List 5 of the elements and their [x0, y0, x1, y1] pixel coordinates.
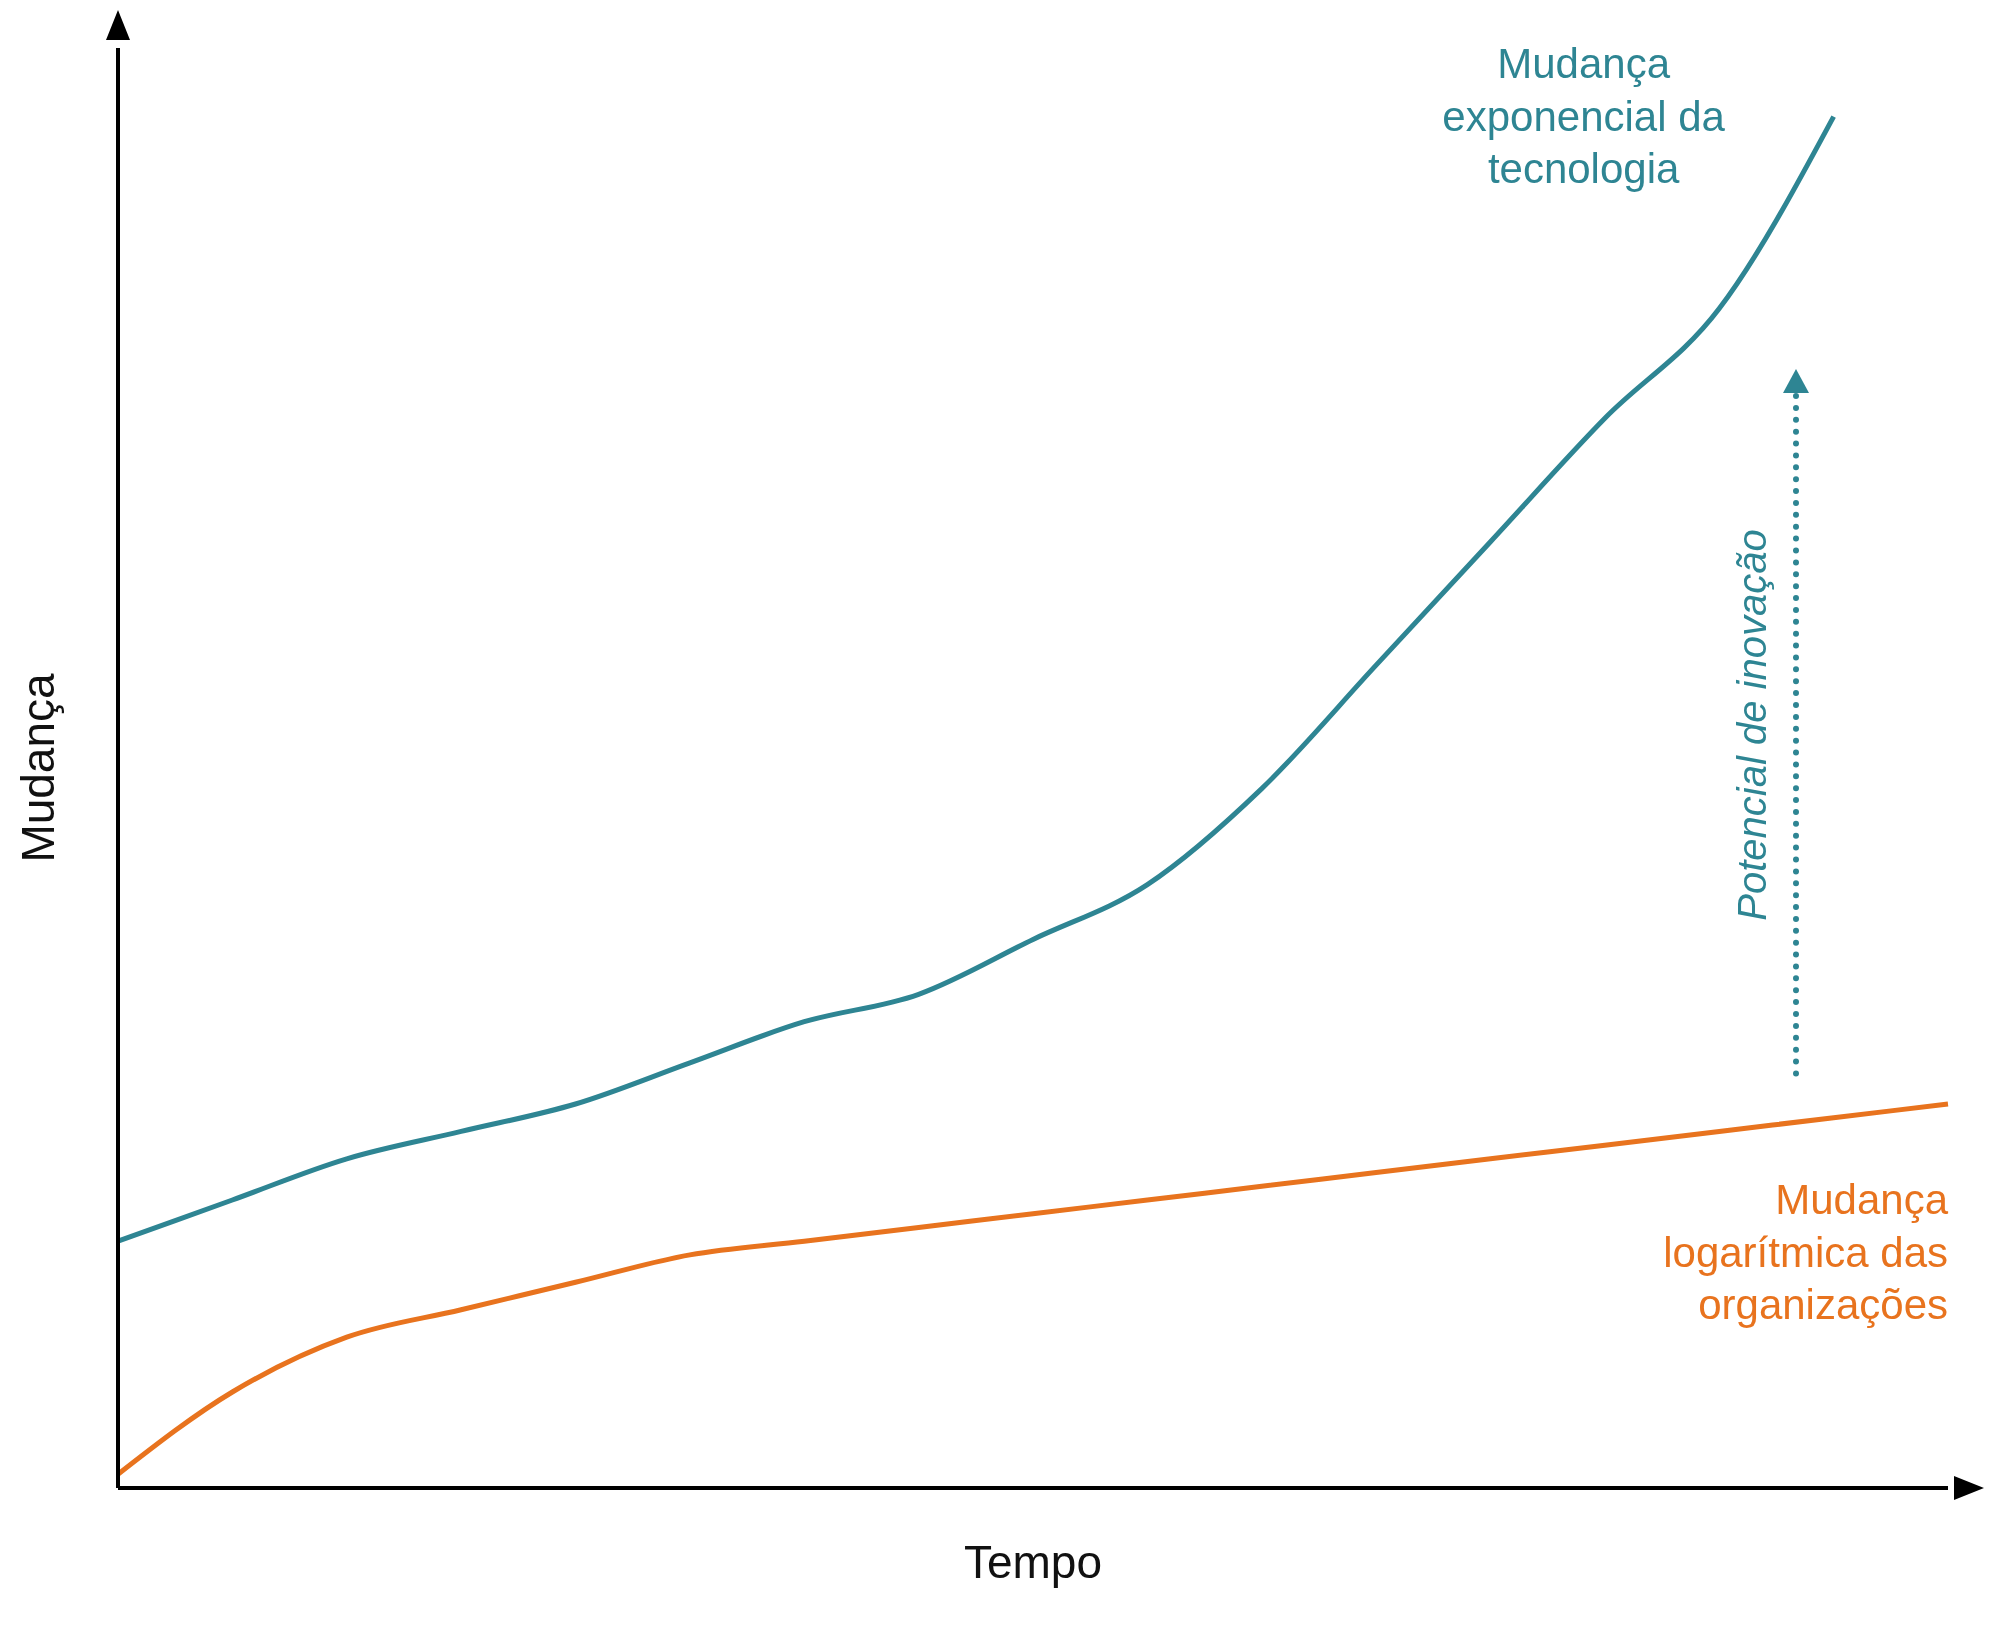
- y-axis-title: Mudança: [12, 672, 65, 863]
- series-label: Mudança exponencial da tecnologia: [1441, 39, 1726, 194]
- series-label: Mudança logarítmica das organizações: [1662, 1175, 1948, 1330]
- annotation: Potencial de inovação: [1730, 529, 1775, 921]
- x-axis-title: Tempo: [963, 1536, 1103, 1588]
